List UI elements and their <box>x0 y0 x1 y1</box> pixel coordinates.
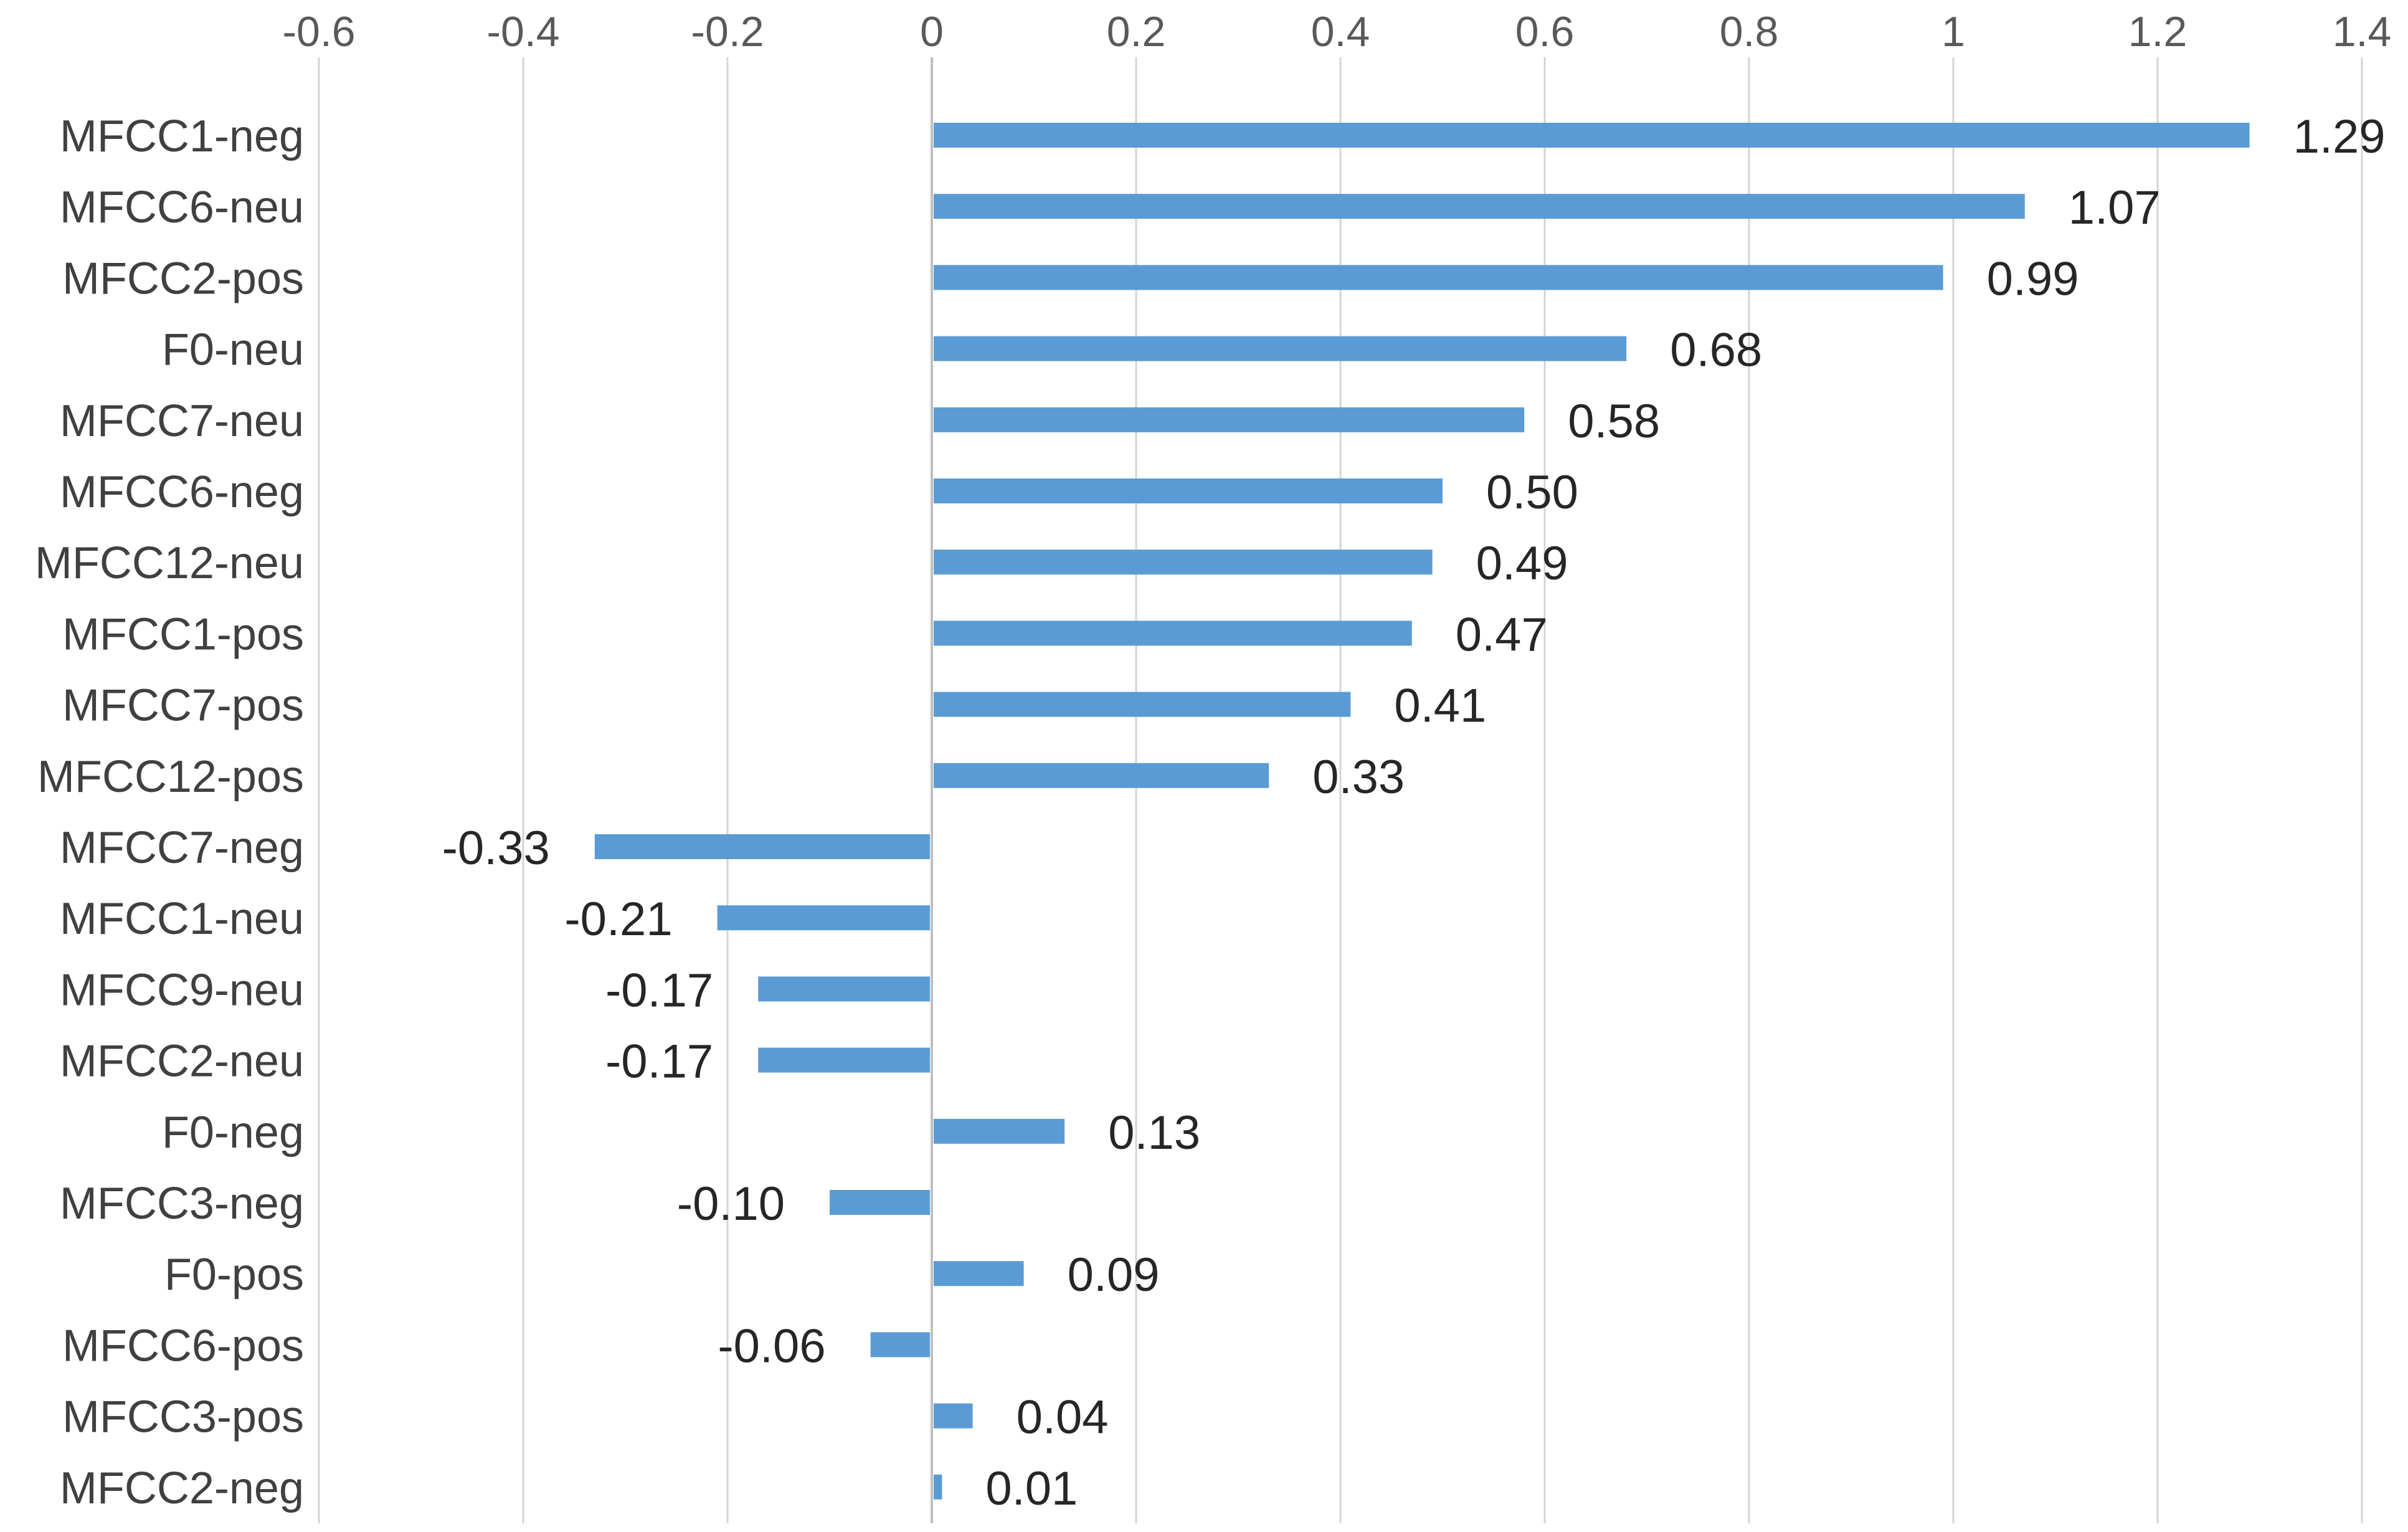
category-label: MFCC6-neg <box>60 467 304 517</box>
category-label: MFCC7-neu <box>60 396 304 446</box>
bar-MFCC7-pos <box>934 692 1351 717</box>
x-tick-label: 0.2 <box>1107 8 1166 55</box>
x-tick-label: 0.4 <box>1311 8 1370 55</box>
x-tick-label: 0 <box>920 8 944 55</box>
category-label: MFCC6-pos <box>62 1321 304 1371</box>
category-label: MFCC3-pos <box>62 1392 304 1442</box>
data-label: 0.49 <box>1476 537 1568 590</box>
bar-MFCC2-neg <box>934 1474 942 1500</box>
category-label: MFCC1-pos <box>62 609 304 659</box>
x-tick-label: 0.6 <box>1515 8 1575 55</box>
x-tick-label: 0.8 <box>1720 8 1779 55</box>
bar-MFCC12-pos <box>934 763 1269 788</box>
data-label: -0.10 <box>677 1178 785 1230</box>
data-label: 0.47 <box>1456 608 1548 661</box>
category-label: F0-pos <box>164 1250 304 1300</box>
bar-F0-pos <box>934 1261 1024 1287</box>
bar-MFCC1-neg <box>934 123 2250 148</box>
bar-MFCC1-neu <box>717 905 930 931</box>
bar-MFCC6-neg <box>934 478 1443 503</box>
data-labels: 1.29 1.07 0.99 0.680.58 0.50 0.49 0.47 0.41 0.33… <box>442 110 2386 1515</box>
data-label: -0.33 <box>442 822 550 875</box>
category-label: MFCC2-neu <box>60 1037 304 1087</box>
bar-MFCC6-neu <box>934 194 2025 219</box>
bar-MFCC2-neu <box>758 1047 930 1073</box>
category-label: MFCC1-neu <box>60 894 304 944</box>
bar-MFCC6-pos <box>870 1332 930 1358</box>
bar-MFCC2-pos <box>934 265 1943 290</box>
data-label: -0.17 <box>605 964 713 1017</box>
category-label: F0-neu <box>162 325 304 375</box>
bar-MFCC3-pos <box>934 1403 973 1429</box>
x-axis: -0.6 -0.4 -0.2 0 0.2 0.4 0.6 0.8 1 1.2 1.4 <box>282 8 2391 55</box>
data-label: -0.17 <box>605 1035 713 1088</box>
category-label: MFCC3-neg <box>60 1179 304 1229</box>
data-label: -0.21 <box>564 893 672 946</box>
bar-MFCC9-neu <box>758 976 930 1002</box>
bar-MFCC12-neu <box>934 550 1433 575</box>
data-label: 0.33 <box>1312 751 1405 804</box>
data-label: 1.07 <box>2069 181 2161 234</box>
bar-MFCC3-neg <box>830 1190 930 1215</box>
category-label: MFCC7-pos <box>62 681 304 731</box>
data-label: 1.29 <box>2293 110 2386 163</box>
data-label: 0.09 <box>1068 1249 1160 1301</box>
bar-F0-neu <box>934 336 1627 361</box>
x-tick-label: -0.2 <box>691 8 764 55</box>
x-tick-label: -0.4 <box>486 8 559 55</box>
bars <box>594 123 2250 1500</box>
data-label: 0.04 <box>1017 1391 1109 1444</box>
category-label: MFCC12-pos <box>37 752 304 802</box>
x-tick-label: 1.4 <box>2333 8 2392 55</box>
data-label: 0.13 <box>1108 1106 1200 1159</box>
x-tick-label: 1 <box>1941 8 1965 55</box>
bar-MFCC7-neg <box>594 834 930 859</box>
gridlines <box>318 57 2363 1523</box>
category-label: MFCC6-neu <box>60 183 304 232</box>
bar-MFCC7-neu <box>934 407 1525 432</box>
x-tick-label: 1.2 <box>2128 8 2188 55</box>
x-tick-label: -0.6 <box>282 8 355 55</box>
category-labels: MFCC1-neg MFCC6-neu MFCC2-pos F0-neu MFCC7-n… <box>35 112 304 1513</box>
category-label: MFCC7-neg <box>60 823 304 873</box>
bar-F0-neg <box>934 1118 1065 1144</box>
data-label: 0.01 <box>985 1462 1078 1515</box>
category-label: MFCC2-neg <box>60 1463 304 1513</box>
category-label: MFCC12-neu <box>35 538 304 588</box>
data-label: 0.99 <box>1987 252 2079 305</box>
category-label: MFCC2-pos <box>62 254 304 303</box>
data-label: 0.41 <box>1394 680 1486 733</box>
category-label: MFCC1-neg <box>60 112 304 161</box>
data-label: 0.68 <box>1670 324 1762 377</box>
data-label: -0.06 <box>718 1320 825 1373</box>
data-label: 0.58 <box>1568 395 1660 448</box>
data-label: 0.50 <box>1486 466 1578 519</box>
bar-MFCC1-pos <box>934 621 1412 646</box>
category-label: MFCC9-neu <box>60 965 304 1015</box>
category-label: F0-neg <box>162 1108 304 1158</box>
